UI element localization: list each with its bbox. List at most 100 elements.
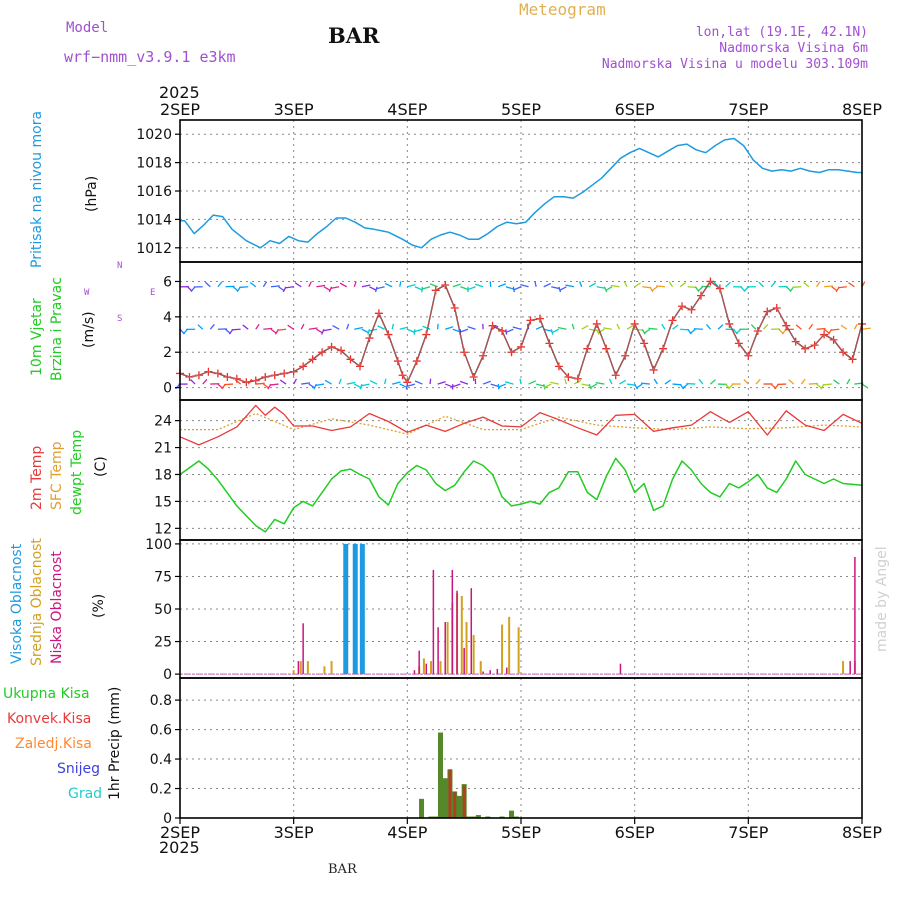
wind-arrow [482, 380, 491, 385]
wind-arrow [353, 383, 362, 389]
wind-arrow [498, 283, 507, 288]
wind-arrow [301, 382, 311, 385]
temp-ytick-label: 15 [154, 494, 172, 510]
wind-arrow [322, 328, 332, 332]
model-name: wrf−nmm_v3.9.1 e3km [64, 48, 236, 66]
wind-arrow [551, 286, 560, 290]
precip-legend-hail: Grad [68, 786, 103, 802]
wind-ytick-label: 6 [163, 274, 172, 290]
wind-arrow [763, 324, 769, 330]
wind-arrow [445, 326, 454, 330]
wind-arrow [571, 323, 575, 330]
cloud-bar [508, 616, 511, 675]
precip-total-bar [419, 798, 425, 818]
wind-arrow [634, 328, 644, 331]
pressure-line [180, 137, 862, 249]
wind-arrow [407, 283, 416, 288]
time-label-top: 7SEP [728, 100, 768, 119]
wind-ytick-label: 0 [163, 381, 172, 397]
cloud-bar [413, 670, 416, 675]
cloud-bar [418, 650, 420, 675]
wind-arrow [846, 378, 851, 385]
wind-arrow [619, 379, 627, 385]
compass-west: W [84, 288, 90, 298]
wind-arrow [279, 379, 287, 385]
wind-arrow [550, 381, 560, 385]
compass-north: N [117, 261, 123, 271]
bar-layer [180, 543, 863, 818]
cloud-bar [482, 671, 484, 675]
wind-arrow [596, 286, 606, 289]
dewpt-temp-line [179, 457, 863, 533]
wind-arrow [697, 286, 704, 292]
cloud-ytick-label: 50 [154, 602, 172, 618]
lonlat-label: lon,lat (19.1E, 42.1N) [695, 25, 868, 40]
time-label-bottom: 4SEP [387, 823, 427, 842]
cloud-ytick-label: 100 [145, 537, 172, 553]
wind-arrow [437, 380, 446, 385]
wind-arrow [788, 379, 795, 385]
wind-arrow [743, 286, 749, 292]
wind-arrow [679, 281, 686, 288]
wind-arrow [840, 324, 848, 330]
wind-arrow [597, 328, 605, 334]
wind-ylabel-1: 10m Vjetar [29, 298, 45, 376]
wind-arrow [359, 383, 363, 390]
wind-arrow [534, 281, 537, 287]
wind-arrow [861, 383, 869, 389]
compass-south: S [117, 314, 123, 324]
wind-arrow [661, 323, 666, 330]
precip-frame [179, 677, 863, 819]
wind-arrow [406, 383, 416, 387]
temp-ylabel-2: SFC Temp [49, 441, 65, 510]
cloud-ylabel-2: Srednja Oblacnost [29, 538, 45, 666]
wind-arrow [596, 328, 600, 335]
wind-arrow [651, 286, 658, 292]
time-label-top: 5SEP [501, 100, 541, 119]
wind-arrow [543, 282, 552, 288]
cloud-bar [456, 590, 458, 675]
tick-label-layer: 1012101410161018102002461215182124025507… [136, 100, 882, 842]
credit-label: made by Angel [874, 546, 890, 652]
wind-arrow [414, 328, 423, 333]
precip-total-bar [509, 810, 515, 818]
wind-arrow [853, 323, 858, 330]
wind-arrow [392, 381, 401, 385]
temp-2m-line [179, 404, 863, 446]
wind-arrow [634, 282, 642, 288]
wind-arrow [520, 284, 529, 288]
cloud-bar [432, 569, 435, 675]
wind-arrow [743, 378, 749, 385]
cloud-ylabel-1: Visoka Oblacnost [9, 543, 25, 664]
wind-arrow [824, 285, 834, 288]
wind-arrow [459, 328, 469, 333]
wind-ytick-label: 4 [163, 310, 172, 326]
wind-arrow [543, 328, 553, 332]
wind-ylabel-2: Brzina i Pravac [49, 277, 65, 381]
wind-arrow [616, 323, 621, 330]
wind-arrow [189, 379, 196, 385]
wind-arrow [421, 286, 431, 290]
wind-arrow [653, 378, 658, 385]
precip-conv-bar [462, 785, 466, 818]
cloud-bar [489, 670, 491, 675]
time-label-bottom: 3SEP [274, 823, 314, 842]
time-label-top: 4SEP [387, 100, 427, 119]
precip-ytick-label: 0.6 [150, 723, 172, 739]
precip-ytick-label: 0.8 [150, 693, 172, 709]
wind-arrow [399, 281, 402, 287]
wind-arrow [623, 281, 628, 288]
elevation-label: Nadmorska Visina 6m [719, 41, 868, 56]
wind-arrow [270, 285, 280, 288]
wind-arrow [795, 324, 802, 330]
frame-layer [175, 119, 863, 824]
wind-arrow [589, 328, 598, 332]
wind-arrow [263, 327, 273, 330]
wind-arrow [755, 378, 761, 385]
wind-arrow [255, 323, 260, 330]
wind-arrow [277, 328, 287, 331]
wind-arrow [255, 382, 265, 385]
cloud-bar [437, 627, 439, 675]
wind-arrow [513, 286, 522, 291]
